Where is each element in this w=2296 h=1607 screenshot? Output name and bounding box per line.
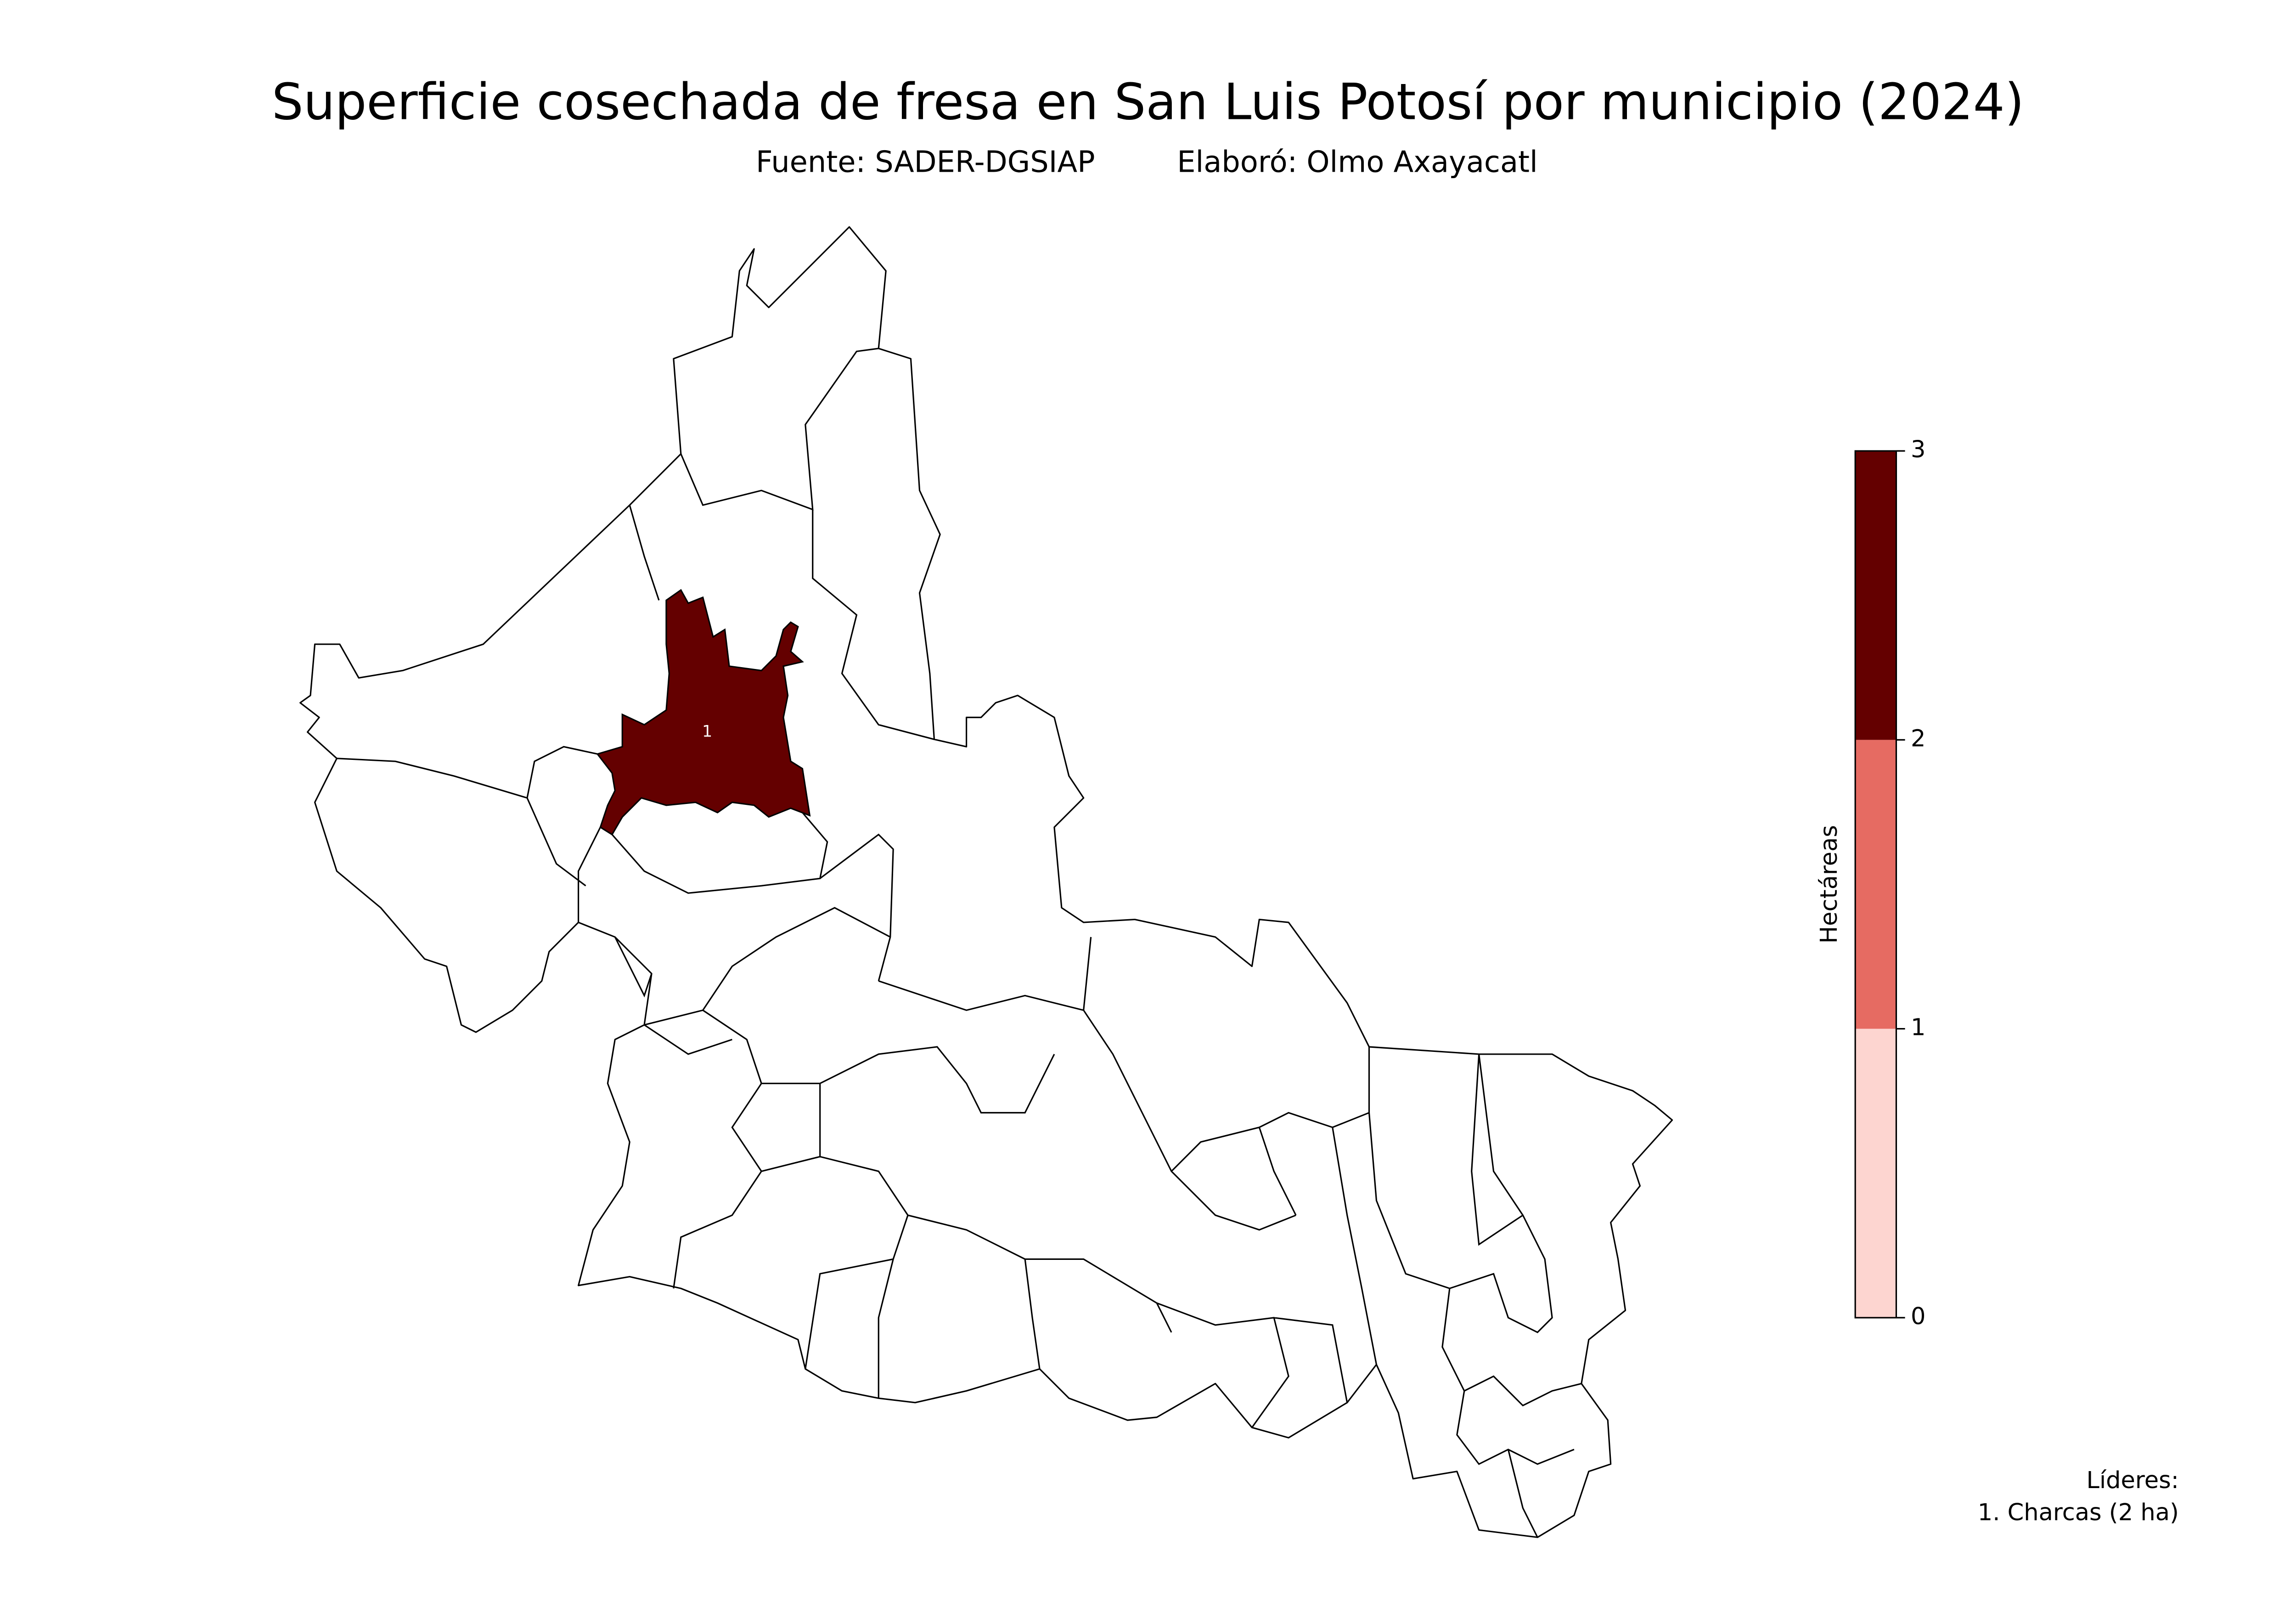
colorbar-frame — [1854, 450, 1897, 1319]
colorbar-tick-label: 2 — [1911, 725, 1925, 752]
colorbar-tick-label: 0 — [1911, 1303, 1925, 1330]
colorbar-tick-label: 1 — [1911, 1014, 1925, 1041]
leaders-list: 1. Charcas (2 ha) — [1978, 1499, 2179, 1526]
municipal-boundaries — [337, 348, 1582, 1538]
municipalities — [299, 226, 1673, 1538]
colorbar-bin — [1855, 1028, 1896, 1318]
author-note: Elaboró: Olmo Axayacatl — [1177, 146, 1538, 180]
region-label: 1 — [702, 722, 712, 741]
state-outline — [299, 226, 1673, 1538]
colorbar-label: Hectáreas — [1816, 825, 1843, 944]
colorbar: 0 1 2 3 — [1854, 436, 1926, 1330]
colorbar-tick-label: 3 — [1911, 436, 1925, 463]
region — [596, 589, 811, 836]
source-note: Fuente: SADER-DGSIAP — [756, 146, 1095, 180]
map-title: Superficie cosechada de fresa en San Lui… — [272, 73, 2024, 131]
colorbar-bin — [1855, 451, 1896, 740]
leader-entry: 1. Charcas (2 ha) — [1978, 1499, 2179, 1526]
leaders-title: Líderes: — [2087, 1467, 2179, 1494]
colorbar-bin — [1855, 740, 1896, 1029]
data-regions: 1 — [596, 589, 811, 836]
